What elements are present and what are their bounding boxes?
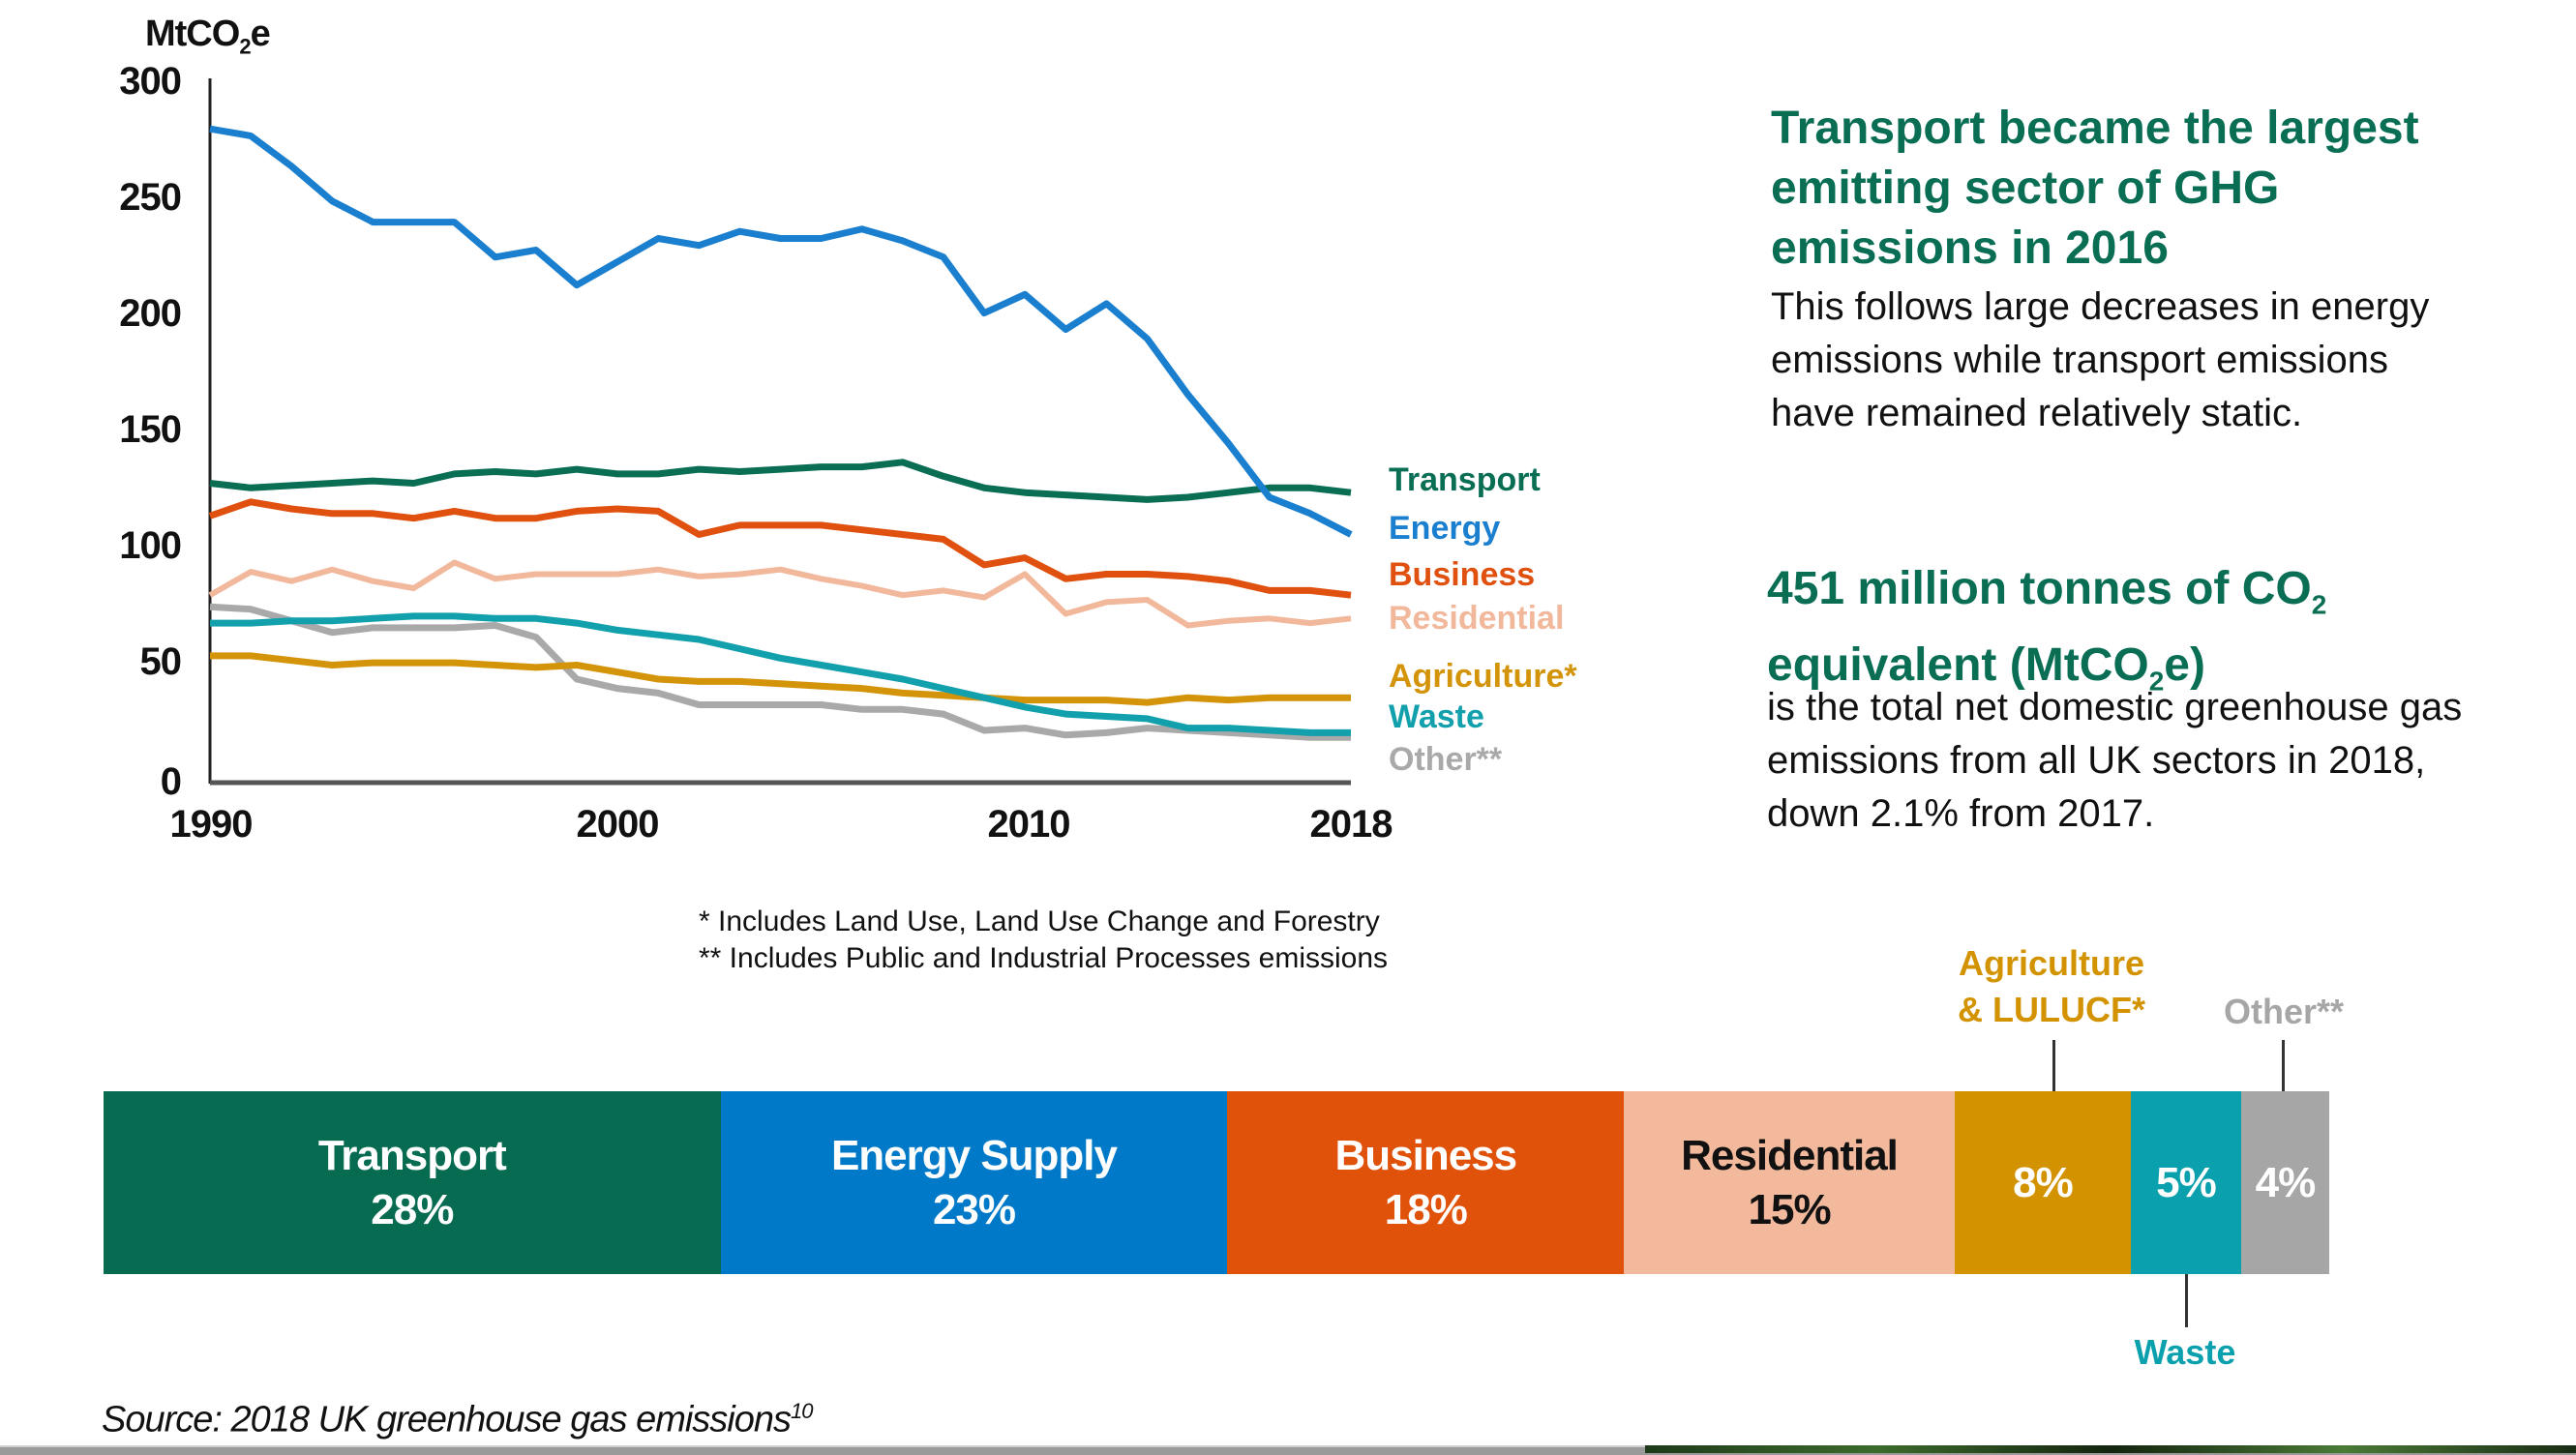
callout-agriculture-line1: Agriculture: [1958, 943, 2145, 983]
source-text: Source: 2018 UK greenhouse gas emissions: [102, 1399, 792, 1440]
legend-residential: Residential: [1389, 600, 1565, 637]
legend-energy: Energy: [1389, 510, 1501, 547]
source-citation: Source: 2018 UK greenhouse gas emissions…: [102, 1399, 814, 1441]
subscript: 2: [2148, 666, 2165, 697]
body-transport: This follows large decreases in energy e…: [1771, 285, 2430, 434]
legend-business: Business: [1389, 556, 1536, 593]
y-tick-label: 250: [119, 176, 182, 219]
bar-segment-residential: Residential 15%: [1624, 1091, 1955, 1274]
y-tick-label: 100: [119, 524, 182, 567]
headline-total-part3: e): [2164, 638, 2205, 691]
bar-segment-label: Transport: [317, 1131, 507, 1179]
x-tick-label: 2010: [987, 803, 1071, 846]
y-tick-label: 200: [119, 292, 182, 335]
bar-segment-percent: 23%: [932, 1185, 1016, 1233]
bar-segment-percent: 18%: [1384, 1185, 1468, 1233]
y-tick-label: 300: [119, 60, 182, 103]
bar-segment-energy-supply: Energy Supply 23%: [720, 1091, 1228, 1274]
series-line-business: [208, 498, 1352, 599]
bar-segment-business: Business 18%: [1227, 1091, 1625, 1274]
bar-segment-percent: 8%: [2013, 1158, 2074, 1206]
bottom-border: [0, 1445, 2576, 1455]
series-line-residential: [208, 559, 1352, 629]
legend-agriculture: Agriculture*: [1389, 658, 1577, 695]
leader-line-other: [2282, 1040, 2285, 1091]
series-line-waste: [210, 612, 1351, 736]
legend-other: Other**: [1389, 741, 1503, 778]
headline-total-part1: 451 million tonnes of CO: [1767, 563, 2312, 614]
y-tick-label: 150: [119, 408, 182, 451]
bar-segment-other: 4%: [2240, 1091, 2329, 1274]
leader-line-agriculture: [2052, 1040, 2055, 1091]
line-chart: [208, 78, 1353, 786]
headline-total-emissions: 451 million tonnes of CO2 equivalent (Mt…: [1767, 559, 2502, 711]
legend-waste: Waste: [1389, 698, 1484, 735]
bar-segment-percent: 28%: [371, 1185, 454, 1233]
bar-segment-percent: 15%: [1748, 1185, 1832, 1233]
x-tick-label: 2018: [1309, 803, 1393, 846]
headline-transport: Transport became the largest emitting se…: [1771, 103, 2419, 274]
series-layer: [208, 125, 1353, 741]
callout-other: Other**: [2223, 992, 2345, 1031]
bar-segment-percent: 5%: [2156, 1158, 2217, 1206]
subscript: 2: [2311, 589, 2327, 620]
callout-agriculture-line2: & LULUCF*: [1958, 990, 2145, 1029]
y-tick-label: 0: [160, 760, 182, 803]
bar-segment-agriculture-lulucf: 8%: [1954, 1091, 2131, 1274]
legend-transport: Transport: [1389, 461, 1541, 498]
bar-segment-label: Residential: [1681, 1131, 1899, 1179]
leader-line-waste: [2185, 1274, 2188, 1327]
callout-agriculture: Agriculture & LULUCF*: [1921, 940, 2182, 1033]
callout-waste: Waste: [2134, 1332, 2236, 1372]
series-line-transport: [209, 459, 1352, 503]
headline-total-part2: equivalent (MtCO: [1767, 638, 2149, 691]
sector-breakdown-bar: Transport 28% Energy Supply 23% Business 18% R…: [104, 1091, 2329, 1274]
bar-segment-label: Energy Supply: [830, 1131, 1118, 1179]
series-line-agriculture: [210, 652, 1351, 706]
bar-segment-transport: Transport 28%: [104, 1091, 721, 1274]
y-axis-unit-label: MtCO2e: [145, 14, 271, 60]
bar-segment-waste: 5%: [2131, 1091, 2241, 1274]
series-line-other: [209, 603, 1351, 741]
background-image-strip: [1645, 1445, 2576, 1453]
chart-axes: [208, 78, 1351, 786]
bar-segment-label: Business: [1334, 1131, 1517, 1179]
footnote-other: ** Includes Public and Industrial Proces…: [699, 942, 1389, 974]
x-tick-label: 2000: [576, 803, 660, 846]
unit-tail: e: [250, 14, 271, 54]
x-tick-label: 1990: [169, 803, 254, 846]
y-tick-label: 50: [139, 640, 183, 683]
body-total-emissions: is the total net domestic greenhouse gas…: [1767, 686, 2463, 835]
unit-subscript: 2: [239, 34, 251, 59]
unit-main: MtCO: [145, 14, 240, 54]
bar-segment-percent: 4%: [2255, 1158, 2317, 1206]
footnote-lulucf: * Includes Land Use, Land Use Change and…: [699, 906, 1380, 937]
source-reference: 10: [791, 1399, 814, 1423]
series-line-energy: [209, 125, 1353, 538]
